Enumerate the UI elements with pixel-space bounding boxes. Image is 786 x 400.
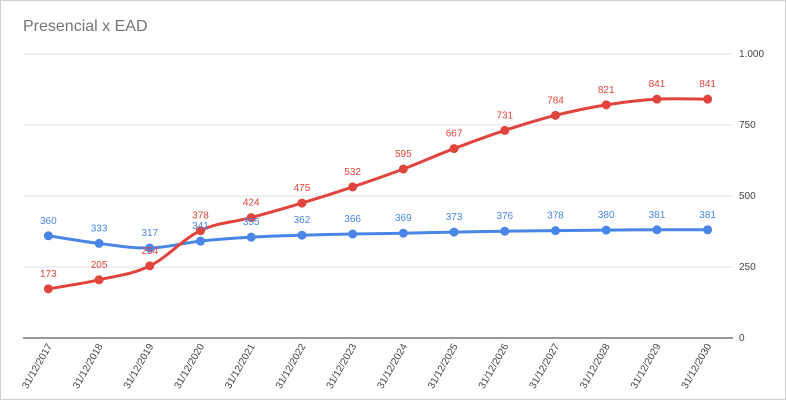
x-tick-label: 31/12/2025: [426, 342, 461, 391]
data-label: 841: [649, 79, 666, 90]
x-tick-label: 31/12/2022: [274, 342, 309, 391]
data-point: [43, 284, 53, 294]
data-label: 381: [699, 210, 716, 221]
x-tick-label: 31/12/2028: [578, 342, 613, 391]
x-tick-label: 31/12/2018: [71, 342, 106, 391]
y-axis-ticks: 0 250 500 750 1.000: [739, 49, 764, 344]
data-point: [703, 225, 713, 235]
data-point: [246, 232, 256, 242]
data-label: 254: [141, 246, 158, 257]
x-tick-label: 31/12/2029: [629, 342, 664, 391]
data-label: 362: [294, 215, 311, 226]
x-tick-label: 31/12/2021: [223, 342, 258, 391]
data-label: 173: [40, 269, 57, 280]
data-label: 355: [243, 217, 260, 228]
gridlines: [23, 53, 733, 339]
data-point: [145, 243, 155, 253]
data-label: 380: [598, 210, 615, 221]
data-point: [398, 228, 408, 238]
x-tick-label: 31/12/2020: [173, 342, 208, 391]
data-point: [94, 275, 104, 285]
y-tick-label: 500: [739, 191, 756, 202]
data-point: [196, 236, 205, 246]
y-tick-label: 750: [739, 120, 756, 131]
series-lines: [46, 97, 710, 291]
data-point: [246, 213, 256, 223]
data-label: 378: [547, 211, 564, 222]
data-point: [94, 238, 104, 248]
data-point: [348, 229, 358, 239]
data-point: [297, 230, 307, 240]
data-label: 378: [192, 211, 209, 222]
data-label: 731: [496, 110, 513, 121]
data-point: [449, 227, 459, 237]
x-tick-label: 31/12/2027: [528, 342, 563, 391]
series-points: [43, 94, 713, 294]
data-label: 376: [496, 211, 513, 222]
x-tick-label: 31/12/2017: [20, 342, 55, 391]
data-point: [652, 94, 662, 104]
data-point: [652, 225, 662, 235]
data-label: 532: [344, 167, 361, 178]
data-label: 360: [40, 216, 57, 227]
data-label: 366: [344, 214, 361, 225]
data-label: 821: [598, 85, 615, 96]
data-label: 784: [547, 95, 564, 106]
data-point: [551, 226, 560, 236]
data-label: 373: [446, 212, 463, 223]
data-label: 333: [91, 223, 108, 234]
data-point: [43, 231, 53, 241]
data-point: [449, 144, 459, 154]
x-axis-ticks: 31/12/2017 31/12/2018 31/12/2019 31/12/2020…: [20, 342, 714, 391]
data-point: [500, 226, 510, 236]
data-label: 424: [243, 198, 260, 209]
y-tick-label: 250: [739, 262, 756, 273]
data-point: [196, 226, 205, 236]
x-tick-label: 31/12/2026: [477, 342, 512, 391]
data-point: [297, 198, 307, 208]
x-tick-label: 31/12/2023: [325, 342, 360, 391]
data-point: [500, 125, 510, 135]
data-label: 381: [649, 210, 666, 221]
data-point: [703, 94, 713, 104]
x-tick-label: 31/12/2030: [680, 342, 715, 391]
data-label: 667: [446, 129, 463, 140]
y-tick-label: 1.000: [739, 49, 764, 60]
data-label: 369: [395, 213, 412, 224]
data-label: 205: [91, 260, 108, 271]
data-label: 475: [294, 183, 311, 194]
data-point: [551, 110, 560, 120]
x-tick-label: 31/12/2019: [122, 342, 157, 391]
data-point: [348, 182, 358, 192]
chart-title: Presencial x EAD: [23, 18, 148, 35]
data-label: 841: [699, 79, 716, 90]
data-label: 595: [395, 149, 412, 160]
x-tick-label: 31/12/2024: [375, 342, 410, 391]
data-label: 341: [192, 221, 209, 232]
data-point: [601, 100, 611, 110]
data-label: 317: [141, 228, 158, 239]
series-line-2: [46, 97, 710, 291]
y-tick-label: 0: [739, 333, 745, 344]
data-point: [145, 261, 155, 271]
data-labels: 360 333 317 341 355 362 366 369 373 376 378 380 381 3…: [40, 79, 716, 280]
data-point: [398, 164, 408, 174]
data-point: [601, 225, 611, 235]
